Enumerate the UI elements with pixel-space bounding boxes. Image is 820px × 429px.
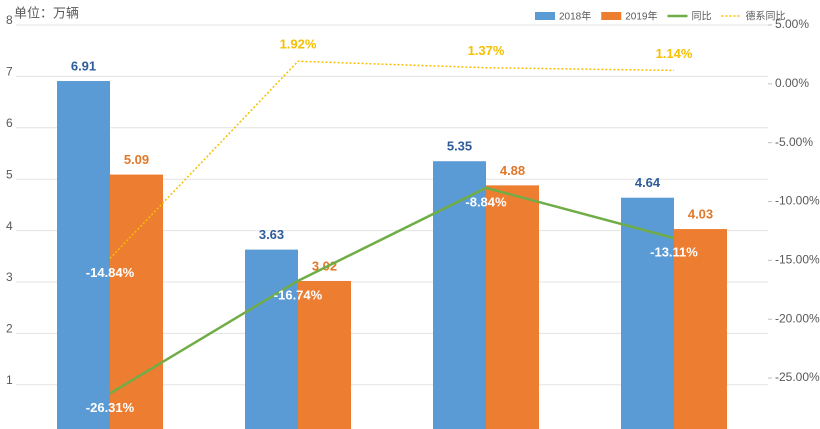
bar	[621, 197, 674, 429]
line-value-label: -13.11%	[650, 245, 698, 260]
bar	[298, 280, 351, 429]
y-tick-label: 6	[6, 116, 13, 130]
legend-swatch	[601, 12, 622, 20]
bar-value-label: 5.35	[447, 139, 472, 154]
y-tick-label: 8	[6, 13, 13, 27]
legend-swatch	[535, 12, 555, 20]
legend-label: 同比	[692, 11, 712, 23]
bar	[57, 81, 110, 429]
legend-label: 2018年	[559, 10, 591, 23]
bar	[433, 161, 486, 429]
legend-label: 2019年	[625, 10, 657, 23]
bar-value-label: 4.03	[688, 206, 713, 221]
y2-tick-label: -25.00%	[775, 370, 820, 384]
y-tick-label: 1	[6, 373, 13, 387]
line-value-label: -16.74%	[274, 287, 323, 302]
bar-value-label: 5.09	[124, 152, 149, 167]
bar-value-label: 4.88	[500, 163, 525, 178]
bar	[110, 174, 163, 429]
legend-label: 德系同比	[746, 10, 786, 23]
line-value-label: -14.84%	[86, 265, 135, 280]
y2-tick-label: -20.00%	[775, 311, 820, 325]
y-tick-label: 2	[6, 322, 13, 336]
line-series	[109, 60, 675, 259]
line-value-label: -8.84%	[465, 194, 507, 209]
bar-value-label: 4.64	[635, 175, 661, 190]
bar	[674, 229, 727, 429]
y-tick-label: 3	[6, 270, 13, 284]
y2-tick-label: 5.00%	[775, 17, 809, 31]
bar	[245, 249, 298, 429]
line-value-label: -26.31%	[86, 400, 135, 415]
bar-value-label: 3.63	[259, 227, 284, 242]
line-value-label: 1.14%	[656, 46, 693, 61]
line-value-label: 1.92%	[280, 37, 317, 52]
bar	[486, 185, 539, 429]
line-series	[109, 186, 675, 395]
y-tick-label: 4	[6, 219, 13, 233]
bar-value-label: 6.91	[71, 58, 96, 73]
line-value-label: 1.37%	[468, 43, 505, 58]
y2-tick-label: -5.00%	[775, 135, 813, 149]
y-tick-label: 5	[6, 167, 13, 181]
y2-tick-label: 0.00%	[775, 76, 809, 90]
y2-tick-label: -10.00%	[775, 194, 820, 208]
y2-tick-label: -15.00%	[775, 253, 820, 267]
unit-label: 单位：万辆	[14, 5, 79, 20]
y-tick-label: 7	[6, 65, 13, 79]
